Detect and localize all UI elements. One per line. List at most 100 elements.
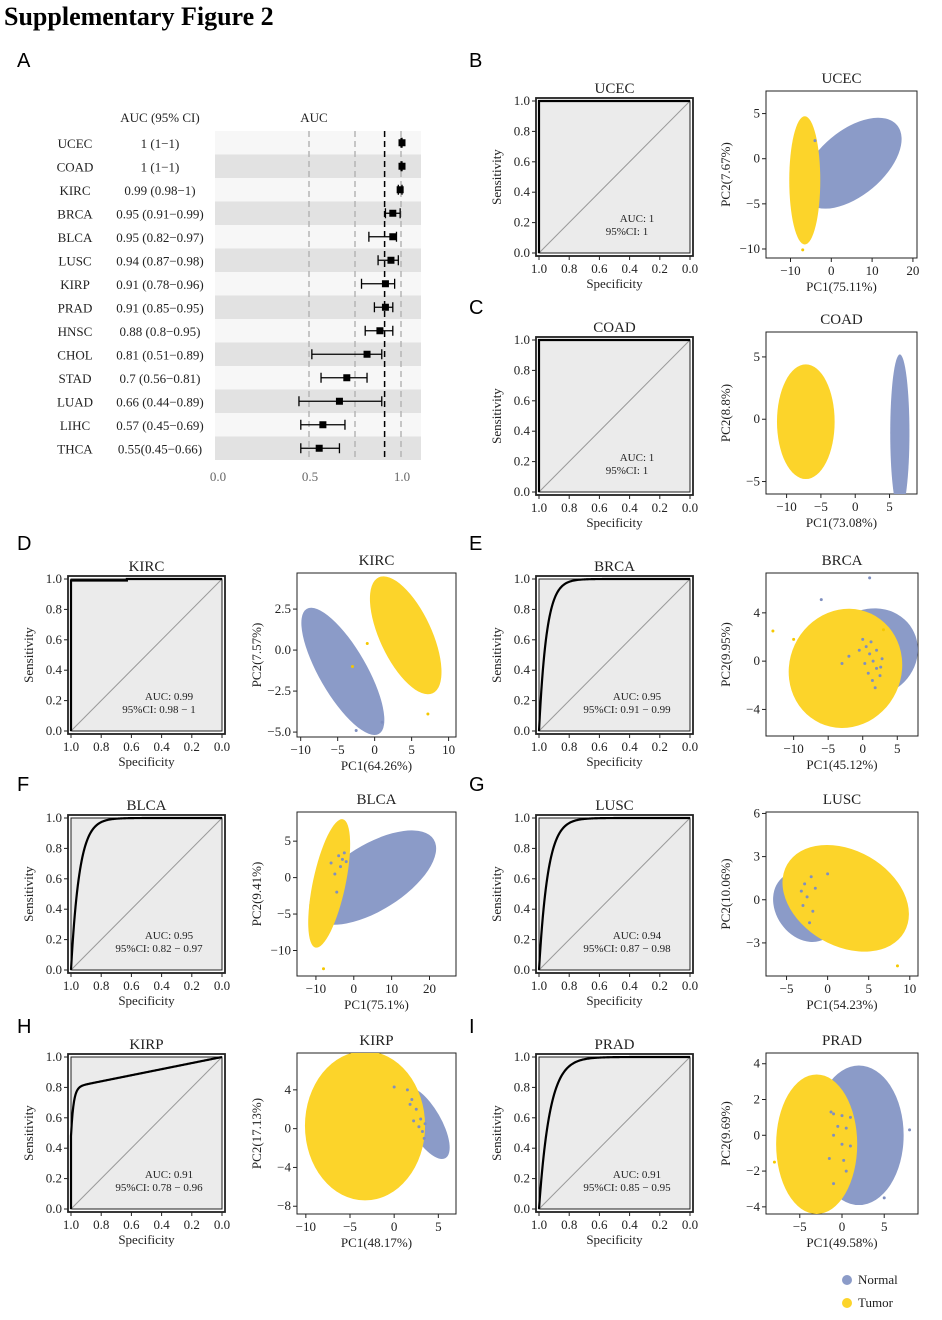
- roc-y-tick-label: 1.0: [514, 93, 530, 108]
- roc-y-tick-label: 0.2: [46, 932, 62, 947]
- roc-x-tick-label: 1.0: [63, 739, 79, 754]
- roc-x-tick-label: 0.8: [93, 978, 109, 993]
- pca-point-normal: [829, 1110, 833, 1114]
- pca-x-tick-label: 5: [886, 499, 893, 514]
- roc-y-axis-label: Sensitivity: [489, 388, 504, 444]
- pca-point-normal: [412, 1119, 416, 1123]
- forest-ci-text: 0.7 (0.56−0.81): [120, 371, 201, 386]
- roc-y-tick-label: 0.2: [514, 215, 530, 230]
- pca-panel-lusc: LUSC −5 0 5 10 −3 0 3 6 PC1(54.23%) PC2(10.06%): [718, 792, 919, 1012]
- forest-ci-text: 0.81 (0.51−0.89): [116, 347, 204, 362]
- roc-y-tick-label: 0.0: [46, 1201, 62, 1216]
- pca-point-normal: [813, 886, 817, 890]
- roc-x-tick-label: 0.4: [621, 500, 638, 515]
- pca-x-tick-label: 5: [881, 1219, 888, 1234]
- roc-y-tick-label: 0.2: [514, 454, 530, 469]
- roc-y-axis-label: Sensitivity: [489, 627, 504, 683]
- roc-x-tick-label: 0.0: [682, 1217, 698, 1232]
- pca-y-tick-label: 2: [754, 1092, 761, 1107]
- roc-y-tick-label: 0.4: [514, 423, 531, 438]
- roc-x-tick-label: 0.0: [214, 739, 230, 754]
- roc-y-tick-label: 0.6: [46, 871, 63, 886]
- pca-point-tumor: [801, 248, 805, 252]
- pca-point-normal: [842, 1158, 846, 1162]
- forest-ci-text: 1 (1−1): [141, 159, 180, 174]
- forest-row-band: [215, 154, 421, 178]
- roc-x-tick-label: 0.2: [184, 1217, 200, 1232]
- roc-y-tick-label: 0.8: [46, 1079, 62, 1094]
- pca-y-axis-label: PC2(9.69%): [718, 1101, 733, 1166]
- pca-point-normal: [339, 865, 343, 869]
- forest-point: [387, 256, 395, 264]
- pca-x-tick-label: 20: [906, 263, 919, 278]
- forest-cancer-label: KIRP: [60, 277, 90, 292]
- roc-x-tick-label: 0.0: [682, 500, 698, 515]
- roc-outer-frame: [535, 814, 694, 974]
- pca-point-tumor: [881, 628, 885, 632]
- roc-y-tick-label: 0.4: [514, 662, 531, 677]
- roc-auc-text: AUC: 0.94: [613, 930, 662, 942]
- roc-y-axis-label: Sensitivity: [489, 1105, 504, 1161]
- roc-outer-frame: [67, 575, 226, 735]
- pca-title: LUSC: [823, 792, 861, 808]
- pca-y-tick-label: −4: [746, 701, 760, 716]
- roc-outer-frame: [535, 336, 694, 496]
- roc-curve: [69, 1055, 223, 1209]
- roc-curve: [537, 99, 690, 253]
- pca-point-tumor: [322, 967, 325, 971]
- roc-x-tick-label: 0.6: [591, 739, 608, 754]
- roc-x-axis-label: Specificity: [586, 1232, 643, 1247]
- normal-swatch: [842, 1274, 852, 1285]
- pca-point-normal: [848, 1144, 852, 1148]
- roc-x-tick-label: 0.0: [682, 978, 698, 993]
- roc-y-tick-label: 0.2: [46, 693, 62, 708]
- pca-point-normal: [875, 648, 879, 652]
- pca-data-layer: [789, 116, 902, 252]
- roc-y-tick-label: 0.2: [514, 932, 530, 947]
- pca-y-tick-label: 0: [754, 411, 761, 426]
- pca-data-layer: [308, 819, 437, 971]
- pca-y-tick-label: 4: [754, 605, 761, 620]
- roc-x-axis-label: Specificity: [586, 993, 643, 1008]
- roc-y-axis-label: Sensitivity: [21, 866, 36, 922]
- forest-x-tick-label: 0.0: [210, 469, 226, 484]
- roc-curve: [537, 816, 690, 971]
- pca-point-normal: [826, 872, 830, 876]
- forest-row-band: [215, 225, 421, 249]
- roc-title: BLCA: [126, 798, 166, 814]
- roc-x-tick-label: 0.2: [184, 978, 200, 993]
- pca-x-tick-label: 10: [903, 981, 916, 996]
- pca-point-normal: [832, 1133, 836, 1137]
- roc-y-tick-label: 0.8: [514, 123, 530, 138]
- roc-x-tick-label: 1.0: [531, 739, 547, 754]
- roc-curve: [69, 577, 222, 731]
- roc-x-tick-label: 0.4: [621, 261, 638, 276]
- pca-y-axis-label: PC2(10.06%): [718, 858, 733, 929]
- pca-point-normal: [405, 1088, 409, 1092]
- roc-auc-text: AUC: 0.91: [145, 1169, 193, 1181]
- roc-y-tick-label: 0.6: [514, 871, 531, 886]
- pca-ellipse-tumor: [304, 1053, 426, 1201]
- pca-point-normal: [866, 671, 870, 675]
- forest-cancer-label: CHOL: [57, 347, 92, 362]
- pca-ellipse-normal: [801, 117, 902, 209]
- roc-x-tick-label: 0.8: [561, 978, 577, 993]
- roc-y-tick-label: 0.0: [46, 962, 62, 977]
- pca-point-normal: [861, 637, 865, 641]
- roc-auc-text: AUC: 0.99: [145, 691, 194, 703]
- pca-point-normal: [878, 674, 882, 678]
- forest-point: [398, 162, 406, 170]
- pca-x-axis-label: PC1(64.26%): [341, 758, 412, 773]
- pca-y-tick-label: −2: [746, 1163, 760, 1178]
- panel-label-g: G: [469, 774, 485, 796]
- pca-x-tick-label: 10: [866, 263, 879, 278]
- roc-y-tick-label: 1.0: [514, 1049, 530, 1064]
- pca-y-axis-label: PC2(17.13%): [249, 1098, 264, 1169]
- pca-point-normal: [392, 1085, 396, 1089]
- pca-point-normal: [414, 1107, 418, 1111]
- roc-x-tick-label: 0.6: [591, 500, 608, 515]
- pca-title: PRAD: [822, 1033, 862, 1049]
- pca-point-normal: [880, 657, 884, 661]
